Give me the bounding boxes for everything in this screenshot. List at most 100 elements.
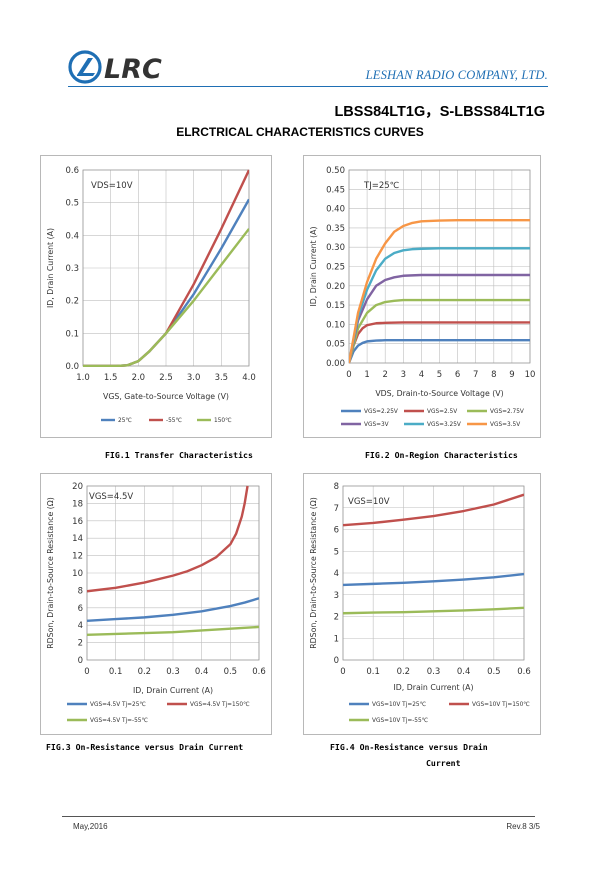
legend-label: VGS=2.75V — [490, 409, 524, 415]
y-tick-label: 8 — [78, 586, 83, 596]
logo-text: LRC — [104, 54, 162, 85]
chart-fig4: 0 0.1 0.2 0.3 0.4 0.5 0.6 0 1 2 3 4 5 6 7 8 ID, Drain Cu… — [309, 482, 531, 724]
series-line — [87, 485, 249, 593]
x-tick-label: 2.0 — [132, 373, 146, 383]
x-tick-label: 6 — [455, 370, 460, 380]
x-tick-label: 3.5 — [215, 373, 229, 383]
y-tick-label: 0 — [334, 656, 339, 666]
x-tick-label: 9 — [509, 370, 514, 380]
y-tick-label: 0.40 — [326, 205, 345, 215]
series-line — [343, 606, 524, 615]
x-tick-label: 0 — [84, 667, 89, 677]
y-tick-label: 0.35 — [326, 224, 345, 234]
series-line — [343, 572, 524, 587]
x-tick-label: 4 — [419, 370, 424, 380]
x-tick-label: 10 — [525, 370, 536, 380]
x-tick-label: 0.3 — [427, 667, 441, 677]
series-line — [83, 228, 249, 367]
chart-annotation: VGS=10V — [348, 497, 390, 507]
x-tick-label: 0.2 — [138, 667, 152, 677]
plot-area — [82, 169, 250, 367]
legend-label: VGS=4.5V Tj=25℃ — [90, 701, 146, 708]
x-tick-label: 4.0 — [242, 373, 256, 383]
plot-area — [86, 485, 260, 661]
y-tick-label: 0.1 — [65, 329, 79, 339]
x-tick-label: 0.2 — [397, 667, 411, 677]
x-tick-label: 3.0 — [187, 373, 201, 383]
legend-label: VGS=4.5V Tj=150℃ — [190, 701, 250, 708]
legend-label: VGS=3.5V — [490, 422, 520, 428]
x-tick-label: 1 — [364, 370, 369, 380]
y-tick-label: 0.15 — [326, 301, 345, 311]
x-tick-label: 0.5 — [487, 667, 501, 677]
y-tick-label: 0.05 — [326, 340, 345, 350]
x-tick-label: 0 — [340, 667, 345, 677]
legend-label: VGS=10V Tj=25℃ — [372, 701, 427, 708]
x-axis-label: ID, Drain Current (A) — [393, 683, 473, 692]
y-axis-label: ID, Drain Current (A) — [309, 226, 318, 306]
caption-fig3: FIG.3 On-Resistance versus Drain Current — [46, 742, 244, 752]
legend-label: VGS=2.5V — [427, 409, 457, 415]
y-axis-label: RDSon, Drain-to-Source Resistance (Ω) — [309, 497, 318, 649]
x-tick-label: 0.6 — [252, 667, 266, 677]
caption-fig4-line1: FIG.4 On-Resistance versus Drain — [330, 742, 488, 752]
y-tick-label: 6 — [78, 604, 83, 614]
x-tick-label: 3 — [401, 370, 406, 380]
x-tick-label: 0 — [346, 370, 351, 380]
x-tick-label: 0.4 — [195, 667, 209, 677]
y-tick-label: 18 — [72, 499, 83, 509]
y-tick-label: 0.6 — [65, 166, 79, 176]
x-tick-label: 7 — [473, 370, 478, 380]
y-tick-label: 0.00 — [326, 359, 345, 369]
y-axis-label: ID, Drain Current (A) — [46, 228, 55, 308]
legend-label: VGS=10V Tj=-55℃ — [372, 717, 429, 724]
y-tick-label: 0 — [78, 656, 83, 666]
plot-area — [342, 485, 525, 661]
plot-area — [348, 169, 531, 364]
y-tick-label: 0.0 — [65, 362, 79, 372]
x-tick-label: 1.5 — [104, 373, 118, 383]
chart-panel-fig4: 0 0.1 0.2 0.3 0.4 0.5 0.6 0 1 2 3 4 5 6 7 8 ID, Drain Cu… — [303, 473, 541, 735]
legend-label: VGS=3V — [364, 422, 389, 428]
y-tick-label: 16 — [72, 517, 83, 527]
y-tick-label: 0.25 — [326, 263, 345, 273]
chart-panel-fig3: 0 0.1 0.2 0.3 0.4 0.5 0.6 0 2 4 6 8 10 12 14 16 18 20 ID, … — [40, 473, 272, 735]
series-line — [349, 273, 530, 364]
x-tick-label: 2 — [382, 370, 387, 380]
y-tick-label: 4 — [78, 621, 83, 631]
y-axis-label: RDSon, Drain-to-Source Resistance (Ω) — [46, 497, 55, 649]
y-tick-label: 20 — [72, 482, 83, 492]
y-tick-label: 3 — [334, 591, 339, 601]
y-tick-label: 0.5 — [65, 199, 79, 209]
y-tick-label: 0.10 — [326, 320, 345, 330]
y-tick-label: 2 — [334, 613, 339, 623]
series-line — [87, 625, 259, 636]
chart-fig3: 0 0.1 0.2 0.3 0.4 0.5 0.6 0 2 4 6 8 10 12 14 16 18 20 ID, … — [46, 482, 266, 724]
y-tick-label: 0.45 — [326, 185, 345, 195]
x-tick-label: 2.5 — [159, 373, 173, 383]
series-line — [349, 298, 530, 364]
series-line — [343, 493, 524, 527]
y-tick-label: 0.50 — [326, 166, 345, 176]
x-tick-label: 0.6 — [517, 667, 531, 677]
legend-label: VGS=3.25V — [427, 422, 461, 428]
y-tick-label: 14 — [72, 534, 83, 544]
y-tick-label: 0.2 — [65, 297, 79, 307]
chart-annotation: TJ=25℃ — [363, 181, 400, 191]
legend-label: VGS=4.5V Tj=-55℃ — [90, 717, 148, 724]
x-tick-label: 0.1 — [109, 667, 123, 677]
chart-annotation: VDS=10V — [91, 181, 133, 191]
chart-annotation: VGS=4.5V — [89, 492, 133, 502]
y-tick-label: 7 — [334, 504, 339, 514]
legend-label: VGS=10V Tj=150℃ — [472, 701, 530, 708]
y-tick-label: 8 — [334, 482, 339, 492]
series-line — [349, 339, 530, 364]
series-line — [349, 218, 530, 364]
y-tick-label: 4 — [334, 569, 339, 579]
chart-fig2: 0 1 2 3 4 5 6 7 8 9 10 0.00 0.05 0.10 0.15 0.20 0.25 0.30… — [309, 166, 536, 428]
section-title: ELRCTRICAL CHARACTERISTICS CURVES — [176, 125, 424, 139]
y-tick-label: 0.30 — [326, 243, 345, 253]
y-tick-label: 0.20 — [326, 282, 345, 292]
chart-panel-fig2: 0 1 2 3 4 5 6 7 8 9 10 0.00 0.05 0.10 0.15 0.20 0.25 0.30… — [303, 155, 541, 438]
header-rule — [68, 86, 548, 87]
